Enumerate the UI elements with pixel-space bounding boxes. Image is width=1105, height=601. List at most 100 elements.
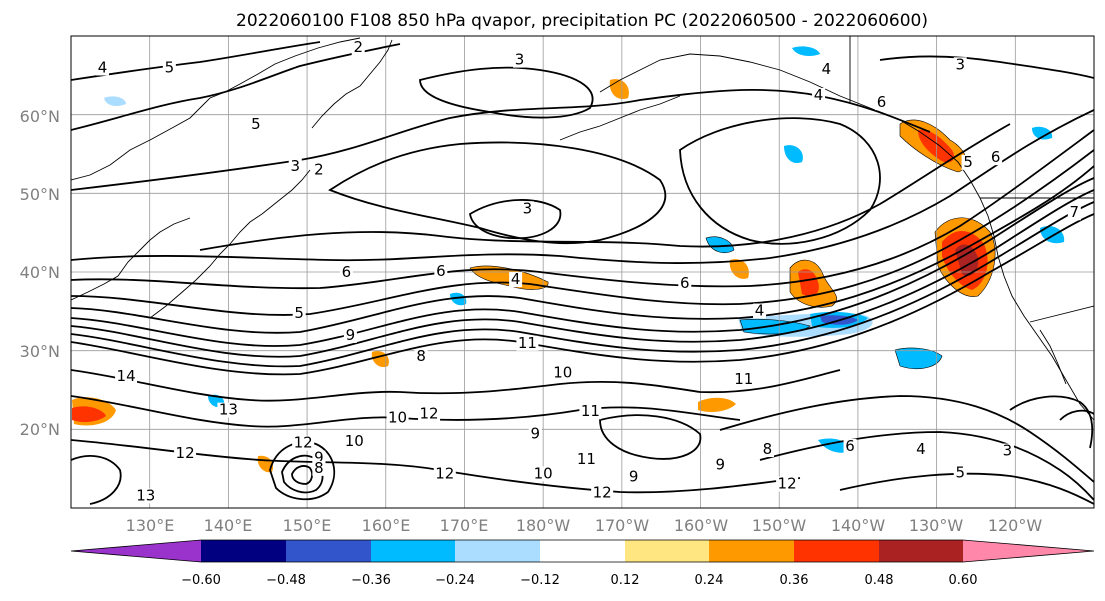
contour-label: 11 [518,334,537,352]
precip-blue-area [894,347,943,369]
contour-line [71,189,1094,358]
contour-label: 11 [734,370,753,388]
contour-label-background [433,466,456,482]
contour-line [71,109,1094,264]
colorbar-tick-label: −0.12 [520,573,560,588]
contour-label: 14 [117,367,136,385]
colorbar-tick-label: −0.48 [266,573,306,588]
map-frame [70,35,1095,509]
contour-label-background [162,60,176,76]
contour-label: 4 [916,440,926,458]
contour-label-background [351,40,365,56]
contour-label: 3 [955,55,965,73]
lat-tick-label: 60°N [20,107,60,126]
precip-orange-area [609,79,629,100]
contour-line [291,465,313,485]
colorbar-segment [794,540,879,562]
contour-label-background [776,476,799,492]
coastline-japan [149,213,263,319]
colorbar-tick-label: −0.36 [351,573,391,588]
contour-line [469,199,562,240]
contour-label: 6 [845,437,855,455]
contour-label-background [760,442,774,457]
precip-blue-area [705,236,735,253]
lon-tick-label: 120°W [988,516,1043,535]
precip-red-area [72,406,106,423]
contour-label: 9 [629,468,639,486]
contour-label-background [249,117,263,133]
longitude-axis: 130°E 140°E 150°E 160°E 170°E 180°W 170°… [126,516,1043,535]
colorbar-segment [963,540,1094,562]
contour-label: 12 [778,475,797,493]
colorbar-segment [455,540,540,562]
precip-red-area [798,269,819,297]
coastline-asia [71,37,361,181]
precip-orange-area [729,259,749,279]
colorbar-segments [71,540,1094,562]
contour-label-background [678,276,692,292]
contour-label-background [732,371,755,387]
contour-label: 12 [435,464,454,482]
contour-label: 4 [511,270,521,288]
contour-label: 8 [416,347,426,365]
colorbar: −0.60 −0.48 −0.36 −0.24 −0.12 0.12 0.24 … [70,539,1095,588]
contour-label: 12 [593,483,612,501]
coastlines [71,36,1094,421]
contour-line [679,117,881,245]
contour-line [599,414,702,460]
contour-label-background [875,95,889,111]
contour-label: 10 [534,464,553,482]
contour-label: 6 [342,263,352,281]
contour-label-background [174,445,197,461]
colorbar-tick-label: 0.60 [949,573,978,588]
lon-tick-label: 140°E [204,516,253,535]
contour-line [328,141,667,245]
coastline-kurils [261,169,311,215]
contour-label: 5 [955,464,965,482]
contour-label-background [217,402,240,418]
precip-orange-area [698,397,736,412]
contour-label: 9 [715,456,725,474]
contour-label-background [343,327,357,343]
contour-label-background [532,466,555,482]
contour-line [879,55,1094,79]
colorbar-segment [71,540,201,562]
contour-label-background [575,452,598,468]
contour-label-background [753,303,767,319]
contour-label: 12 [294,434,313,452]
contour-label-background [134,488,157,504]
contour-line [71,177,1094,347]
contour-label-background [339,265,353,280]
contour-label: 6 [680,274,690,292]
contour-label: 3 [523,199,533,217]
contour-label-background [434,264,448,280]
colorbar-segment [201,540,286,562]
precip-light-blue-area [104,96,126,106]
precip-blue-area [792,46,820,56]
contour-label: 5 [251,115,261,133]
contour-line [199,123,1011,251]
contour-line [419,66,594,119]
contour-label-background [961,154,975,170]
colorbar-tick-label: −0.60 [181,573,221,588]
contour-line [719,395,1094,483]
contour-label: 5 [963,153,973,171]
contour-label: 4 [814,86,824,104]
contour-label: 3 [290,157,300,175]
precip-blue-area [450,292,467,306]
contour-label-background [312,162,326,178]
contour-label-background [516,335,539,351]
contour-label-background [819,62,833,78]
contour-label-background [520,201,534,217]
colorbar-tick-label: 0.12 [611,573,640,588]
contour-label-background [343,434,366,450]
contour-line [71,129,1094,290]
contour-label: 4 [755,302,765,320]
contour-label: 12 [420,405,439,423]
contour-label-background [843,438,857,454]
contour-label: 7 [1070,203,1080,221]
colorbar-tick-label: 0.36 [780,573,809,588]
contour-label: 9 [314,449,324,467]
